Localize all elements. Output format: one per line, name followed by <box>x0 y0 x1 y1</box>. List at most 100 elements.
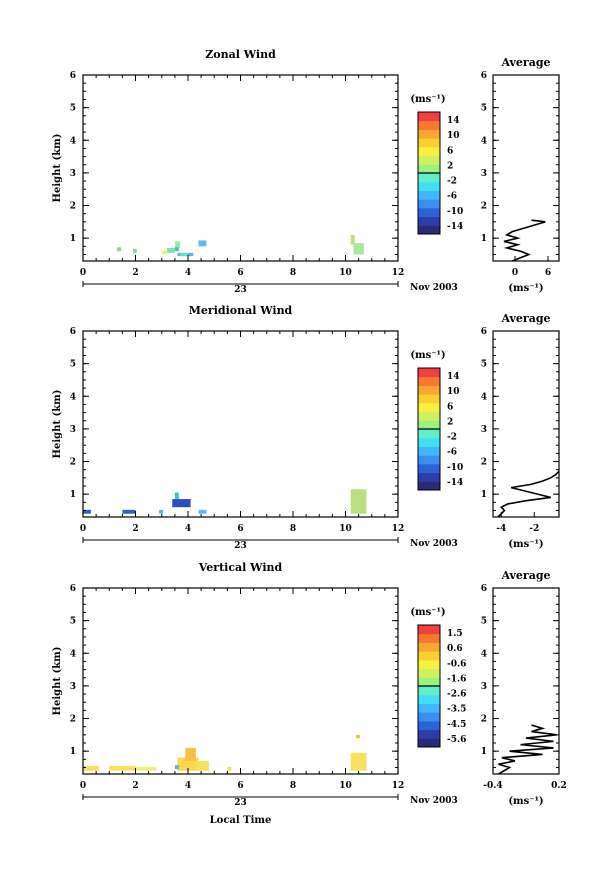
y-tick-label: 2 <box>70 715 76 725</box>
colorbar-swatch <box>418 446 440 456</box>
y-tick-label: 2 <box>70 202 76 212</box>
avg-y-tick-label: 4 <box>481 136 487 146</box>
x-tick-label: 0 <box>80 524 86 534</box>
data-cell <box>350 752 367 771</box>
avg-y-tick-label: 3 <box>481 425 487 435</box>
avg-profile-line <box>498 724 557 775</box>
plot-frame <box>82 74 399 262</box>
y-tick-label: 1 <box>70 490 76 500</box>
colorbar-swatch <box>418 394 440 404</box>
colorbar-tick-label: -10 <box>447 207 463 217</box>
data-cell <box>227 766 232 771</box>
data-cell <box>83 509 91 514</box>
y-tick-label: 4 <box>70 392 76 402</box>
colorbar-swatch <box>418 694 440 704</box>
date-tick-label: 23 <box>234 541 247 551</box>
x-tick-label: 4 <box>185 781 191 791</box>
x-tick-label: 4 <box>185 268 191 278</box>
avg-y-tick-label: 6 <box>481 584 487 594</box>
data-cell <box>185 747 196 761</box>
colorbar-tick-label: 1.5 <box>447 629 463 639</box>
data-cell <box>174 492 179 500</box>
avg-x-tick-label: 0.2 <box>551 781 567 791</box>
avg-profile-line <box>503 219 546 262</box>
y-tick-label: 4 <box>70 136 76 146</box>
colorbar-swatch <box>418 633 440 643</box>
data-cell <box>174 241 181 248</box>
x-tick-label: 10 <box>339 524 352 534</box>
colorbar-tick-label: 14 <box>447 116 460 126</box>
x-axis-label: Local Time <box>210 815 272 826</box>
y-tick-label: 6 <box>70 327 76 337</box>
data-cell <box>180 252 188 257</box>
y-tick-label: 2 <box>70 458 76 468</box>
colorbar-swatch <box>418 129 440 139</box>
colorbar-swatch <box>418 738 440 748</box>
y-tick-label: 1 <box>70 234 76 244</box>
colorbar-swatch <box>418 164 440 174</box>
colorbar-tick-label: -6 <box>447 192 457 202</box>
data-cell <box>198 509 207 514</box>
colorbar-swatch <box>418 155 440 165</box>
colorbar-swatch <box>418 729 440 739</box>
date-tick-label: 23 <box>234 798 247 808</box>
colorbar-swatch <box>418 368 440 378</box>
colorbar-tick-label: 2 <box>447 417 453 427</box>
avg-x-tick-label: -4 <box>496 524 506 534</box>
colorbar-swatch <box>418 686 440 696</box>
date-tick-label: 23 <box>234 285 247 295</box>
y-tick-label: 3 <box>70 425 76 435</box>
avg-unit: (ms⁻¹) <box>508 796 543 807</box>
colorbar-swatch <box>418 463 440 474</box>
colorbar-tick-label: -1.6 <box>447 674 466 684</box>
avg-x-tick-label: -0.4 <box>483 781 502 791</box>
avg-y-tick-label: 6 <box>481 327 487 337</box>
colorbar-swatch <box>418 112 440 122</box>
colorbar-swatch <box>418 173 440 183</box>
avg-unit: (ms⁻¹) <box>508 283 543 294</box>
avg-y-tick-label: 3 <box>481 682 487 692</box>
data-cell <box>174 247 179 252</box>
colorbar-tick-label: -2 <box>447 433 457 443</box>
colorbar-unit: (ms⁻¹) <box>410 607 445 618</box>
colorbar-tick-label: -2 <box>447 177 457 187</box>
colorbar-tick-label: 10 <box>447 131 460 141</box>
data-cell <box>109 765 136 771</box>
data-cell <box>172 499 191 508</box>
colorbar-swatch <box>418 625 440 635</box>
colorbar-swatch <box>418 190 440 200</box>
colorbar-swatch <box>418 181 440 191</box>
avg-unit: (ms⁻¹) <box>508 539 543 550</box>
colorbar-swatch <box>418 216 440 226</box>
y-tick-label: 4 <box>70 649 76 659</box>
colorbar-swatch <box>418 659 440 670</box>
x-tick-label: 12 <box>392 781 405 791</box>
avg-x-tick-label: -2 <box>529 524 539 534</box>
colorbar-swatch <box>418 225 440 235</box>
data-cell <box>167 247 175 253</box>
colorbar-tick-label: 6 <box>447 146 453 156</box>
data-cell <box>195 760 209 771</box>
colorbar-tick-label: 10 <box>447 387 460 397</box>
colorbar-tick-label: 2 <box>447 161 453 171</box>
colorbar-swatch <box>418 138 440 148</box>
avg-y-tick-label: 1 <box>481 490 487 500</box>
data-cell <box>198 240 207 247</box>
colorbar-swatch <box>418 429 440 439</box>
avg-profile-line <box>497 470 560 518</box>
avg-y-tick-label: 5 <box>481 104 487 114</box>
colorbar-swatch <box>418 455 440 465</box>
data-cell <box>122 509 136 514</box>
data-cell <box>356 734 360 739</box>
plot-frame <box>82 330 399 518</box>
date-label: Nov 2003 <box>410 283 458 293</box>
y-tick-label: 5 <box>70 617 76 627</box>
x-tick-label: 8 <box>290 268 296 278</box>
colorbar-tick-label: 0.6 <box>447 644 463 654</box>
colorbar-swatch <box>418 376 440 386</box>
colorbar-tick-label: -5.6 <box>447 735 466 745</box>
data-cell <box>117 247 122 252</box>
x-tick-label: 2 <box>132 524 138 534</box>
avg-y-tick-label: 4 <box>481 392 487 402</box>
